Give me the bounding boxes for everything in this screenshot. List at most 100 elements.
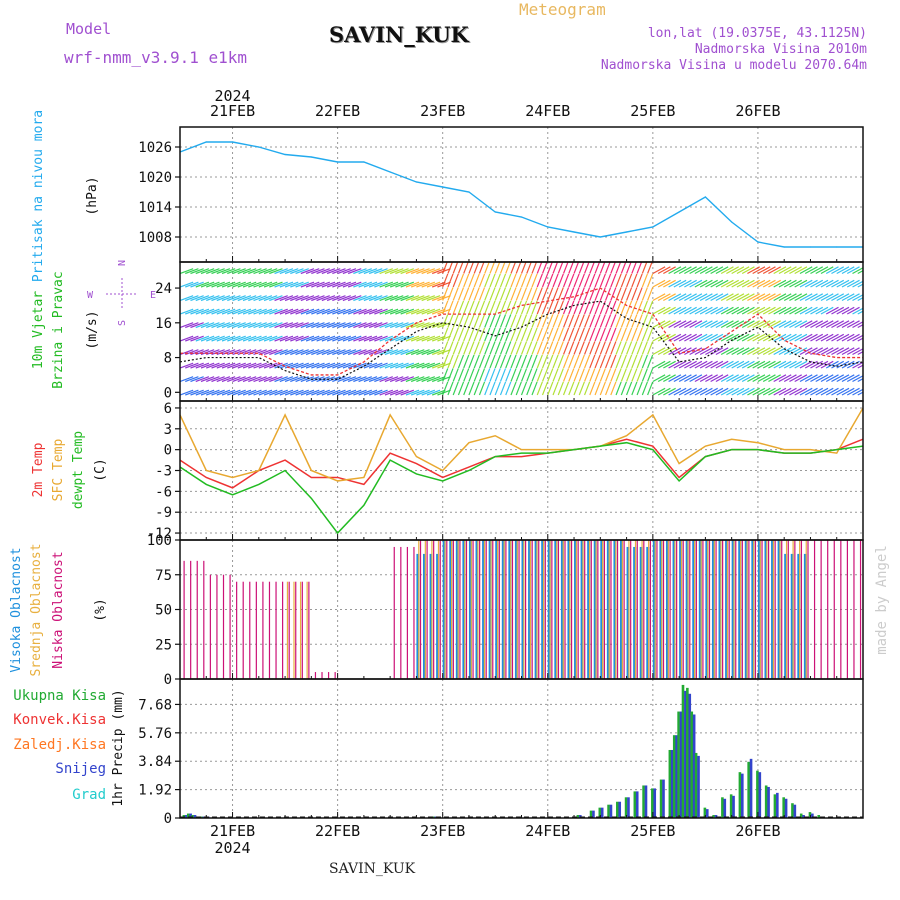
cloud-bar-1 [444,540,446,679]
wind-arrow [705,266,718,275]
wind-arrow [631,341,638,355]
cloud-bar-2 [735,540,737,679]
wind-arrow [353,362,367,369]
cloud-bar-0 [803,553,807,679]
precip-total-bar [817,815,821,818]
cloud-unit: (%) [93,598,108,621]
wind-arrow [747,279,760,288]
wind-arrow [180,308,194,315]
cloud-bar-2 [682,540,684,679]
wind-arrow [326,295,341,302]
wind-arrow [395,322,409,329]
wind-arrow [652,374,666,383]
wind-arrow [631,314,638,328]
wind-arrow [269,389,283,396]
wind-arrow [478,368,486,382]
pressure-point [310,156,312,158]
wind-arrow [484,273,491,288]
wind-arrow [825,374,839,383]
compass-n: N [117,260,128,266]
wind-arrow [762,279,776,288]
cloud-bar-2 [800,540,803,679]
wind-arrow [379,362,394,369]
wind-arrow [752,306,766,315]
x-top-date-label: 22FEB [315,102,360,120]
wind-arrow [221,308,236,315]
wind-arrow [804,320,818,329]
cloud-bar-0 [508,540,512,679]
cloud-bar-2 [492,540,494,679]
precip-snow-bar [684,690,687,818]
wind-arrow [783,279,797,288]
wind-arrow [636,354,643,369]
wind-arrow [510,354,517,369]
wind-arrow [515,327,522,342]
wind-arrow [242,281,257,288]
wind-arrow [358,322,372,329]
wind-arrow [452,314,459,328]
cloud-bar-1 [595,540,597,679]
wind-arrow [715,320,729,329]
wind-arrow [573,341,580,355]
cloud-bar-1 [602,540,604,679]
cloud-bar-1 [549,540,551,679]
wind-arrow [694,347,708,356]
wind-arrow [452,341,459,355]
wind-arrow [505,300,512,315]
compass-w: W [87,290,94,301]
wind-arrow [573,368,580,382]
wind-arrow [263,349,278,356]
wind-arrow [232,389,246,396]
wind-arrow [363,362,378,369]
wind-arrow [747,360,760,369]
wind-arrow [710,360,724,369]
wind-arrow [663,387,676,396]
wind-arrow [457,273,465,288]
precip-total-bar [681,684,685,818]
wind-arrow [332,268,346,275]
wind-arrow [526,273,533,288]
pressure-point [757,241,759,243]
wind-arrow [694,333,708,342]
wind-arrow [468,314,475,328]
wind-arrow [232,295,246,302]
wind-arrow [295,335,309,342]
wind-arrow [321,295,336,302]
wind-arrow [605,381,612,396]
wind-arrow [789,374,803,383]
wind-arrow [337,389,351,396]
wind-arrow [815,320,829,329]
wind-arrow [237,389,252,396]
wind-arrow [384,308,399,315]
wind-arrow [620,381,627,396]
wind-arrow [200,389,215,396]
wind-arrow [741,306,755,315]
wind-arrow [615,273,622,288]
wind-arrow [726,333,739,342]
wind-arrow [710,374,724,383]
wind-arrow [568,314,575,328]
wind-arrow [326,389,341,396]
wind-arrow [269,268,283,275]
wind-arrow [248,335,262,342]
wind-arrow [657,266,671,275]
wind-arrow [736,347,750,356]
cloud-bar-2 [465,540,468,679]
precip-snow-bar [644,785,648,818]
wind-arrow [421,389,436,396]
wind-arrow [263,268,278,275]
wind-arrow [232,268,246,275]
wind-arrow [731,266,745,275]
cloud-bar-2 [288,581,290,679]
wind-arrow [804,360,818,369]
pressure-point [389,171,391,173]
wind-arrow [768,360,782,369]
wind-arrow [321,308,336,315]
cloud-bar-1 [687,540,689,679]
x-bottom-date-label: 26FEB [735,822,780,840]
wind-arrow [678,320,692,329]
wind-arrow [789,387,803,396]
cloud-ylabel-1: Srednja Oblacnost [29,543,44,676]
wind-arrow [825,387,839,396]
